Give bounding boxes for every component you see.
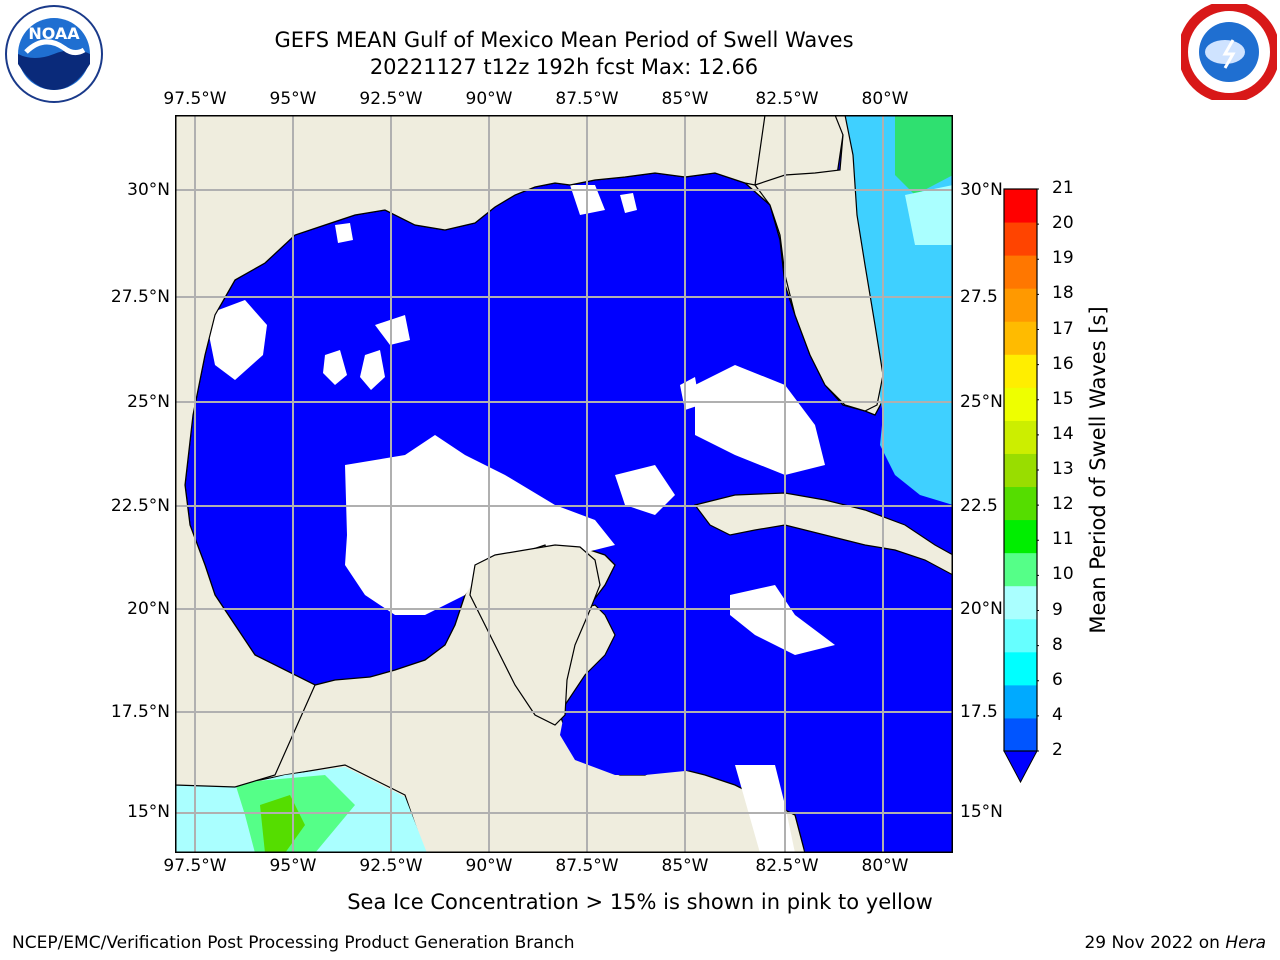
chart-subtitle: 20221127 t12z 192h fcst Max: 12.66 — [369, 55, 759, 79]
lat-label-left: 17.5°N — [110, 702, 170, 722]
lat-label-right: 27.5 — [960, 287, 998, 307]
lon-label-bottom: 87.5°W — [555, 856, 619, 876]
lat-label-right: 25°N — [960, 392, 1003, 412]
colorbar-band — [1004, 222, 1037, 256]
colorbar-tick-label: 15 — [1052, 388, 1074, 409]
lon-label-top: 90°W — [465, 89, 513, 109]
lat-label-left: 27.5°N — [110, 287, 170, 307]
lat-label-left: 15°N — [127, 802, 170, 822]
lon-label-top: 80°W — [861, 89, 909, 109]
map-frame — [175, 115, 953, 853]
colorbar-band — [1004, 453, 1037, 488]
lat-label-left: 30°N — [127, 180, 170, 200]
colorbar-tick-label: 2 — [1052, 740, 1063, 760]
colorbar-band — [1004, 519, 1037, 554]
colorbar-band — [1004, 321, 1037, 355]
lon-label-bottom: 80°W — [861, 856, 909, 876]
lon-label-top: 97.5°W — [163, 89, 227, 109]
colorbar-band — [1004, 651, 1037, 686]
lat-label-left: 22.5°N — [110, 496, 170, 516]
lon-label-top: 92.5°W — [359, 89, 423, 109]
lon-label-top: 82.5°W — [755, 89, 819, 109]
lat-label-right: 20°N — [960, 599, 1003, 619]
footer-host: Hera — [1225, 933, 1266, 953]
cuba-land — [693, 492, 953, 576]
footer-producer: NCEP/EMC/Verification Post Processing Pr… — [12, 933, 575, 953]
colorbar-band — [1004, 486, 1037, 521]
lon-label-bottom: 97.5°W — [163, 856, 227, 876]
colorbar-tick-label: 21 — [1052, 178, 1074, 198]
lon-label-top: 87.5°W — [555, 89, 619, 109]
colorbar-band — [1004, 552, 1037, 587]
colorbar-bands — [1004, 189, 1037, 752]
nws-logo-icon — [1178, 1, 1280, 104]
colorbar-ticks — [1037, 188, 1039, 752]
lon-label-top: 95°W — [269, 89, 317, 109]
colorbar-band — [1004, 618, 1037, 653]
colorbar-band — [1004, 288, 1037, 322]
colorbar-band — [1004, 255, 1037, 289]
footer-date: 29 Nov 2022 on Hera — [1084, 933, 1266, 953]
atlantic-green-patch — [895, 115, 953, 195]
colorbar-band — [1004, 585, 1037, 620]
lat-label-right: 17.5 — [960, 702, 998, 722]
colorbar-tick-label: 6 — [1052, 669, 1063, 690]
colorbar-tick-label: 12 — [1052, 494, 1074, 515]
lon-label-bottom: 92.5°W — [359, 856, 423, 876]
colorbar-tick-label: 13 — [1052, 459, 1074, 479]
map-gridlines — [175, 115, 953, 853]
noaa-logo-icon: NOAA — [4, 4, 104, 108]
colorbar-band — [1004, 684, 1037, 719]
lat-label-right: 30°N — [960, 180, 1003, 200]
gulf-of-mexico-map — [175, 115, 953, 853]
sea-ice-note: Sea Ice Concentration > 15% is shown in … — [347, 890, 933, 914]
lon-label-bottom: 85°W — [661, 856, 709, 876]
lon-label-top: 85°W — [661, 89, 709, 109]
colorbar-title: Mean Period of Swell Waves [s] — [1086, 306, 1110, 634]
colorbar-tick-label: 11 — [1052, 529, 1074, 550]
caribbean-ocean-region — [560, 525, 953, 853]
lon-label-bottom: 82.5°W — [755, 856, 819, 876]
colorbar-tick-label: 9 — [1052, 599, 1063, 620]
colorbar-tick-label: 17 — [1052, 318, 1074, 339]
chart-title: GEFS MEAN Gulf of Mexico Mean Period of … — [274, 28, 854, 52]
colorbar-tick-label: 10 — [1052, 564, 1074, 585]
lon-label-bottom: 90°W — [465, 856, 513, 876]
colorbar-extend-min — [1003, 750, 1038, 784]
colorbar-tick-label: 8 — [1052, 634, 1063, 655]
noaa-logo-text: NOAA — [28, 24, 80, 43]
colorbar-tick-label: 19 — [1052, 248, 1074, 269]
colorbar-tick-label: 14 — [1052, 423, 1074, 444]
mexico-land — [175, 115, 766, 788]
colorbar — [1003, 188, 1039, 784]
colorbar-tick-label: 18 — [1052, 283, 1074, 304]
colorbar-tick-label: 4 — [1052, 704, 1063, 725]
colorbar-tick-label: 16 — [1052, 353, 1074, 374]
colorbar-band — [1004, 189, 1037, 223]
lat-label-right: 15°N — [960, 802, 1003, 822]
lon-label-bottom: 95°W — [269, 856, 317, 876]
lat-label-left: 25°N — [127, 392, 170, 412]
footer-date-text: 29 Nov 2022 on — [1084, 933, 1226, 953]
atlantic-cyan-patch — [905, 185, 953, 245]
lat-label-right: 22.5 — [960, 496, 998, 516]
colorbar-band — [1004, 354, 1037, 388]
colorbar-band — [1004, 717, 1037, 752]
lat-label-left: 20°N — [127, 599, 170, 619]
colorbar-tick-label: 20 — [1052, 213, 1074, 234]
yucatan-land — [469, 544, 601, 726]
colorbar-band — [1004, 387, 1037, 421]
colorbar-band — [1004, 420, 1037, 454]
